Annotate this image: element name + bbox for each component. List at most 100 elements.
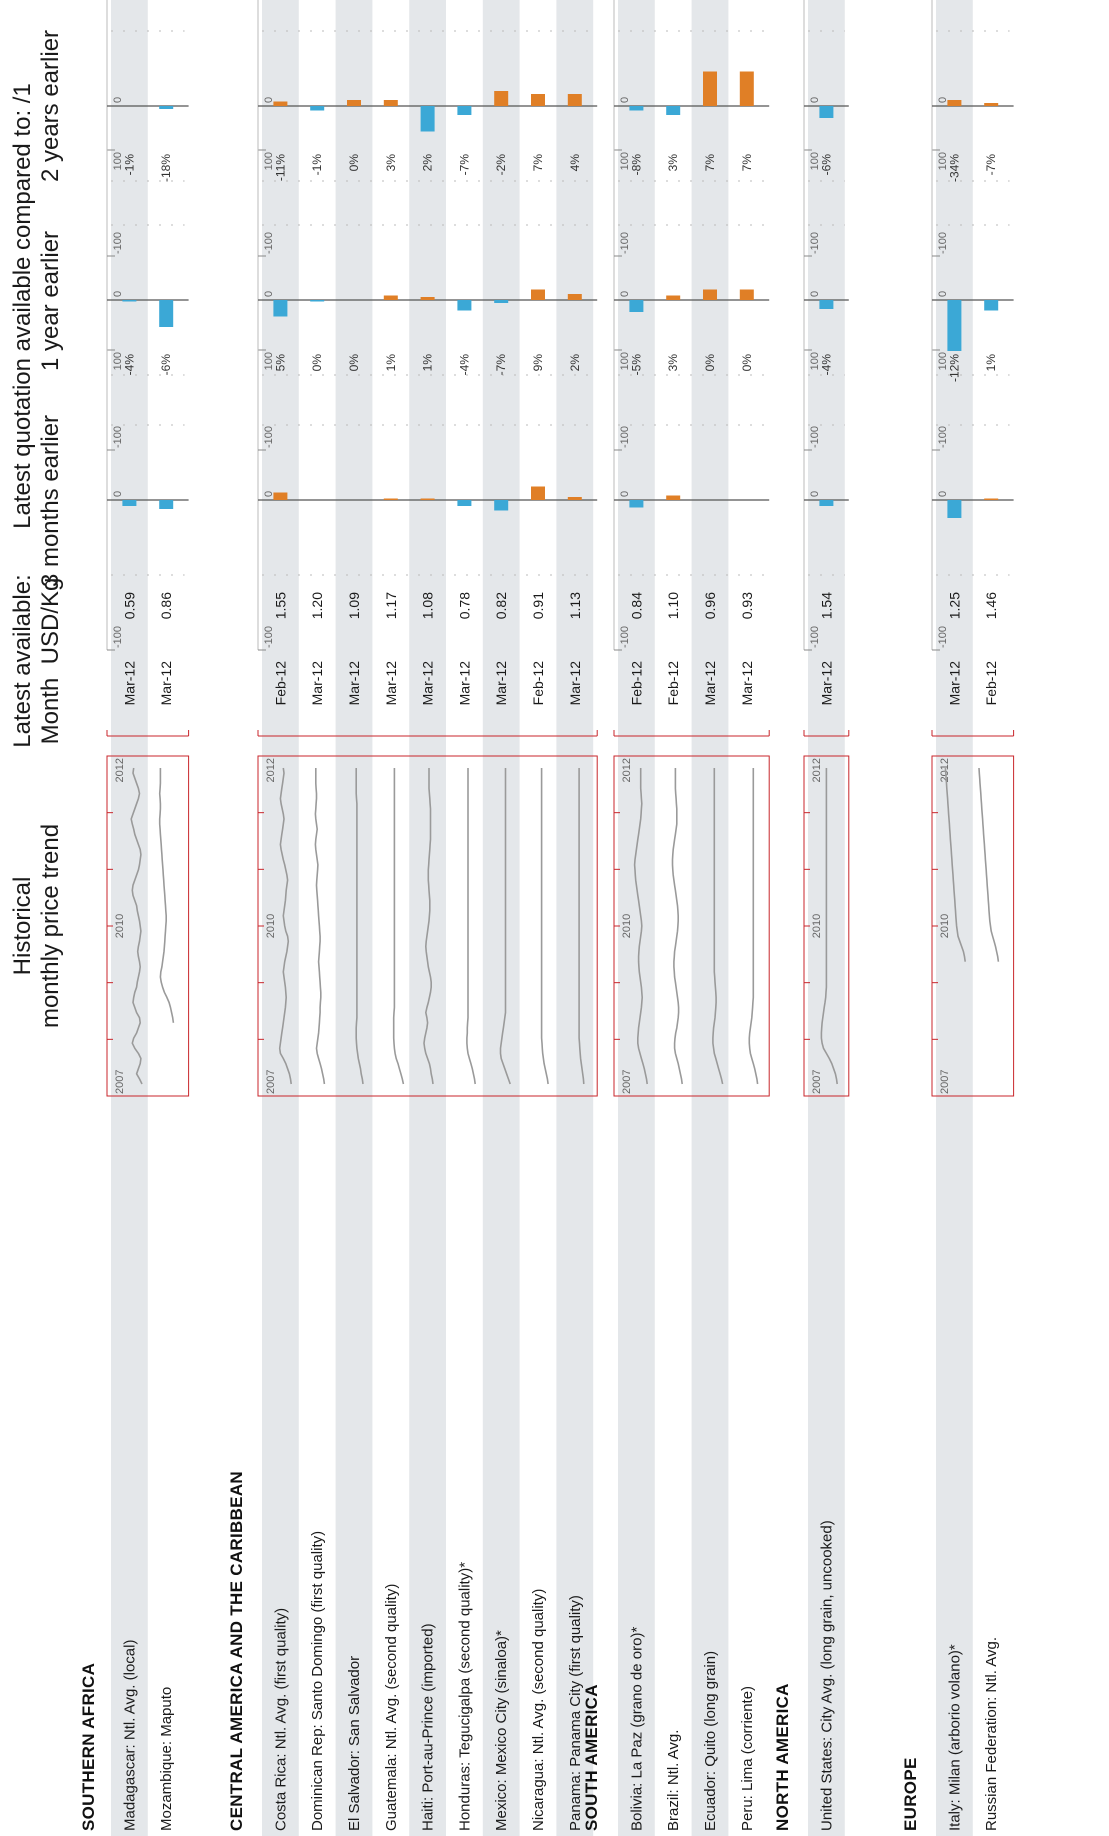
spark-tick-2010: 2010 <box>939 914 951 938</box>
latest-usd-kg: 0.96 <box>702 592 718 619</box>
latest-month: Mar-12 <box>493 661 509 706</box>
spark-tick-2007: 2007 <box>811 1070 823 1094</box>
header-2-years: 2 years earlier <box>37 30 64 182</box>
bar-tick-minus100: -100 <box>263 232 275 254</box>
row-shade <box>335 0 373 1836</box>
bar-tick-minus100: -100 <box>619 626 631 648</box>
bar-3m <box>494 500 509 511</box>
pct-label-3m: 9% <box>531 354 545 372</box>
bar-1y <box>159 300 174 327</box>
region-header: NORTH AMERICA <box>773 1683 792 1831</box>
bar-tick-minus100: -100 <box>263 626 275 648</box>
region-header: CENTRAL AMERICA AND THE CARIBBEAN <box>227 1471 246 1831</box>
region-header: SOUTHERN AFRICA <box>79 1663 98 1831</box>
bar-1y <box>531 289 545 300</box>
latest-month: Mar-12 <box>346 661 362 706</box>
bar-tick-zero: 0 <box>809 491 821 497</box>
pct-label-3m: -4% <box>819 354 833 376</box>
bar-tick-minus100: -100 <box>619 426 631 448</box>
latest-usd-kg: 0.59 <box>121 592 137 619</box>
pct-label-1y: -18% <box>159 154 173 182</box>
bar-tick-zero: 0 <box>937 97 949 103</box>
bar-1y <box>567 294 582 300</box>
latest-usd-kg: 1.17 <box>383 592 399 619</box>
bar-tick-100: 100 <box>809 152 821 170</box>
bar-tick-100: 100 <box>619 352 631 370</box>
header-latest-line2: Month USD/Kg <box>37 578 64 745</box>
latest-month: Feb-12 <box>530 661 546 706</box>
bar-tick-100: 100 <box>619 152 631 170</box>
pct-label-3m: 2% <box>568 354 582 372</box>
bar-tick-100: 100 <box>263 352 275 370</box>
pct-label-1y: 7% <box>740 154 754 172</box>
pct-label-3m: -7% <box>494 354 508 376</box>
bar-tick-zero: 0 <box>112 291 124 297</box>
bar-3m <box>819 500 834 506</box>
market-label: Brazil: Ntl. Avg. <box>665 1730 682 1831</box>
bar-tick-minus100: -100 <box>937 232 949 254</box>
spark-tick-2010: 2010 <box>265 914 277 938</box>
bar-tick-minus100: -100 <box>937 626 949 648</box>
market-label: Costa Rica: Ntl. Avg. (first quality) <box>272 1608 289 1831</box>
spark-tick-2012: 2012 <box>265 758 277 782</box>
latest-usd-kg: 0.84 <box>628 592 644 619</box>
latest-bracket <box>931 730 1015 737</box>
bar-tick-minus100: -100 <box>112 232 124 254</box>
bar-2y <box>347 100 361 106</box>
latest-usd-kg: 1.20 <box>309 592 325 619</box>
bar-tick-minus100: -100 <box>937 426 949 448</box>
pct-label-3m: 3% <box>666 354 680 372</box>
latest-usd-kg: 0.82 <box>493 592 509 619</box>
pct-label-3m: -6% <box>159 354 173 376</box>
market-label: Mexico: Mexico City (sinaloa)* <box>493 1630 510 1831</box>
market-label: United States: City Avg. (long grain, un… <box>818 1520 835 1831</box>
bar-1y <box>629 300 644 312</box>
latest-month: Mar-12 <box>121 661 137 706</box>
pct-label-3m: -4% <box>122 354 136 376</box>
pct-label-3m: -12% <box>947 354 961 382</box>
bar-3m <box>420 498 435 500</box>
market-label: Nicaragua: Ntl. Avg. (second quality) <box>530 1589 547 1831</box>
trend-sparkline <box>820 768 838 1085</box>
market-label: Dominican Rep: Santo Domingo (first qual… <box>309 1531 326 1831</box>
market-label: El Salvador: San Salvador <box>346 1656 363 1831</box>
latest-bracket <box>803 730 850 737</box>
spark-tick-2010: 2010 <box>811 914 823 938</box>
bar-2y <box>383 100 398 106</box>
bar-2y <box>567 94 582 106</box>
bar-3m <box>159 500 174 509</box>
bar-tick-minus100: -100 <box>112 426 124 448</box>
pct-label-1y: -1% <box>122 154 136 176</box>
bar-2y <box>273 101 288 106</box>
bar-1y <box>273 300 288 317</box>
trend-sparkline <box>314 768 326 1085</box>
bar-2y <box>739 71 754 106</box>
market-label: Mozambique: Maputo <box>158 1687 175 1831</box>
pct-label-1y: -8% <box>629 154 643 176</box>
trend-sparkline <box>423 768 434 1085</box>
trend-sparkline <box>278 767 292 1085</box>
bar-3m <box>383 498 398 500</box>
latest-usd-kg: 1.08 <box>420 592 436 619</box>
latest-usd-kg: 1.55 <box>272 592 288 619</box>
bar-1y <box>703 289 717 300</box>
latest-usd-kg: 1.10 <box>665 592 681 619</box>
header-1-year: 1 year earlier <box>37 231 64 371</box>
pct-label-1y: 3% <box>666 154 680 172</box>
latest-month: Feb-12 <box>665 661 681 706</box>
pct-label-1y: -2% <box>494 154 508 176</box>
latest-month: Mar-12 <box>309 661 325 706</box>
pct-label-1y: 2% <box>421 154 435 172</box>
bar-1y <box>310 300 325 302</box>
bar-tick-zero: 0 <box>619 97 631 103</box>
latest-usd-kg: 1.54 <box>818 592 834 619</box>
market-label: Peru: Lima (corriente) <box>739 1686 756 1831</box>
bar-1y <box>494 300 509 303</box>
bar-2y <box>666 106 681 115</box>
latest-month: Mar-12 <box>739 661 755 706</box>
pct-label-1y: 7% <box>703 154 717 172</box>
bar-tick-100: 100 <box>937 152 949 170</box>
region-header: EUROPE <box>901 1757 920 1831</box>
trend-sparkline <box>671 768 683 1085</box>
pct-label-3m: 1% <box>984 354 998 372</box>
